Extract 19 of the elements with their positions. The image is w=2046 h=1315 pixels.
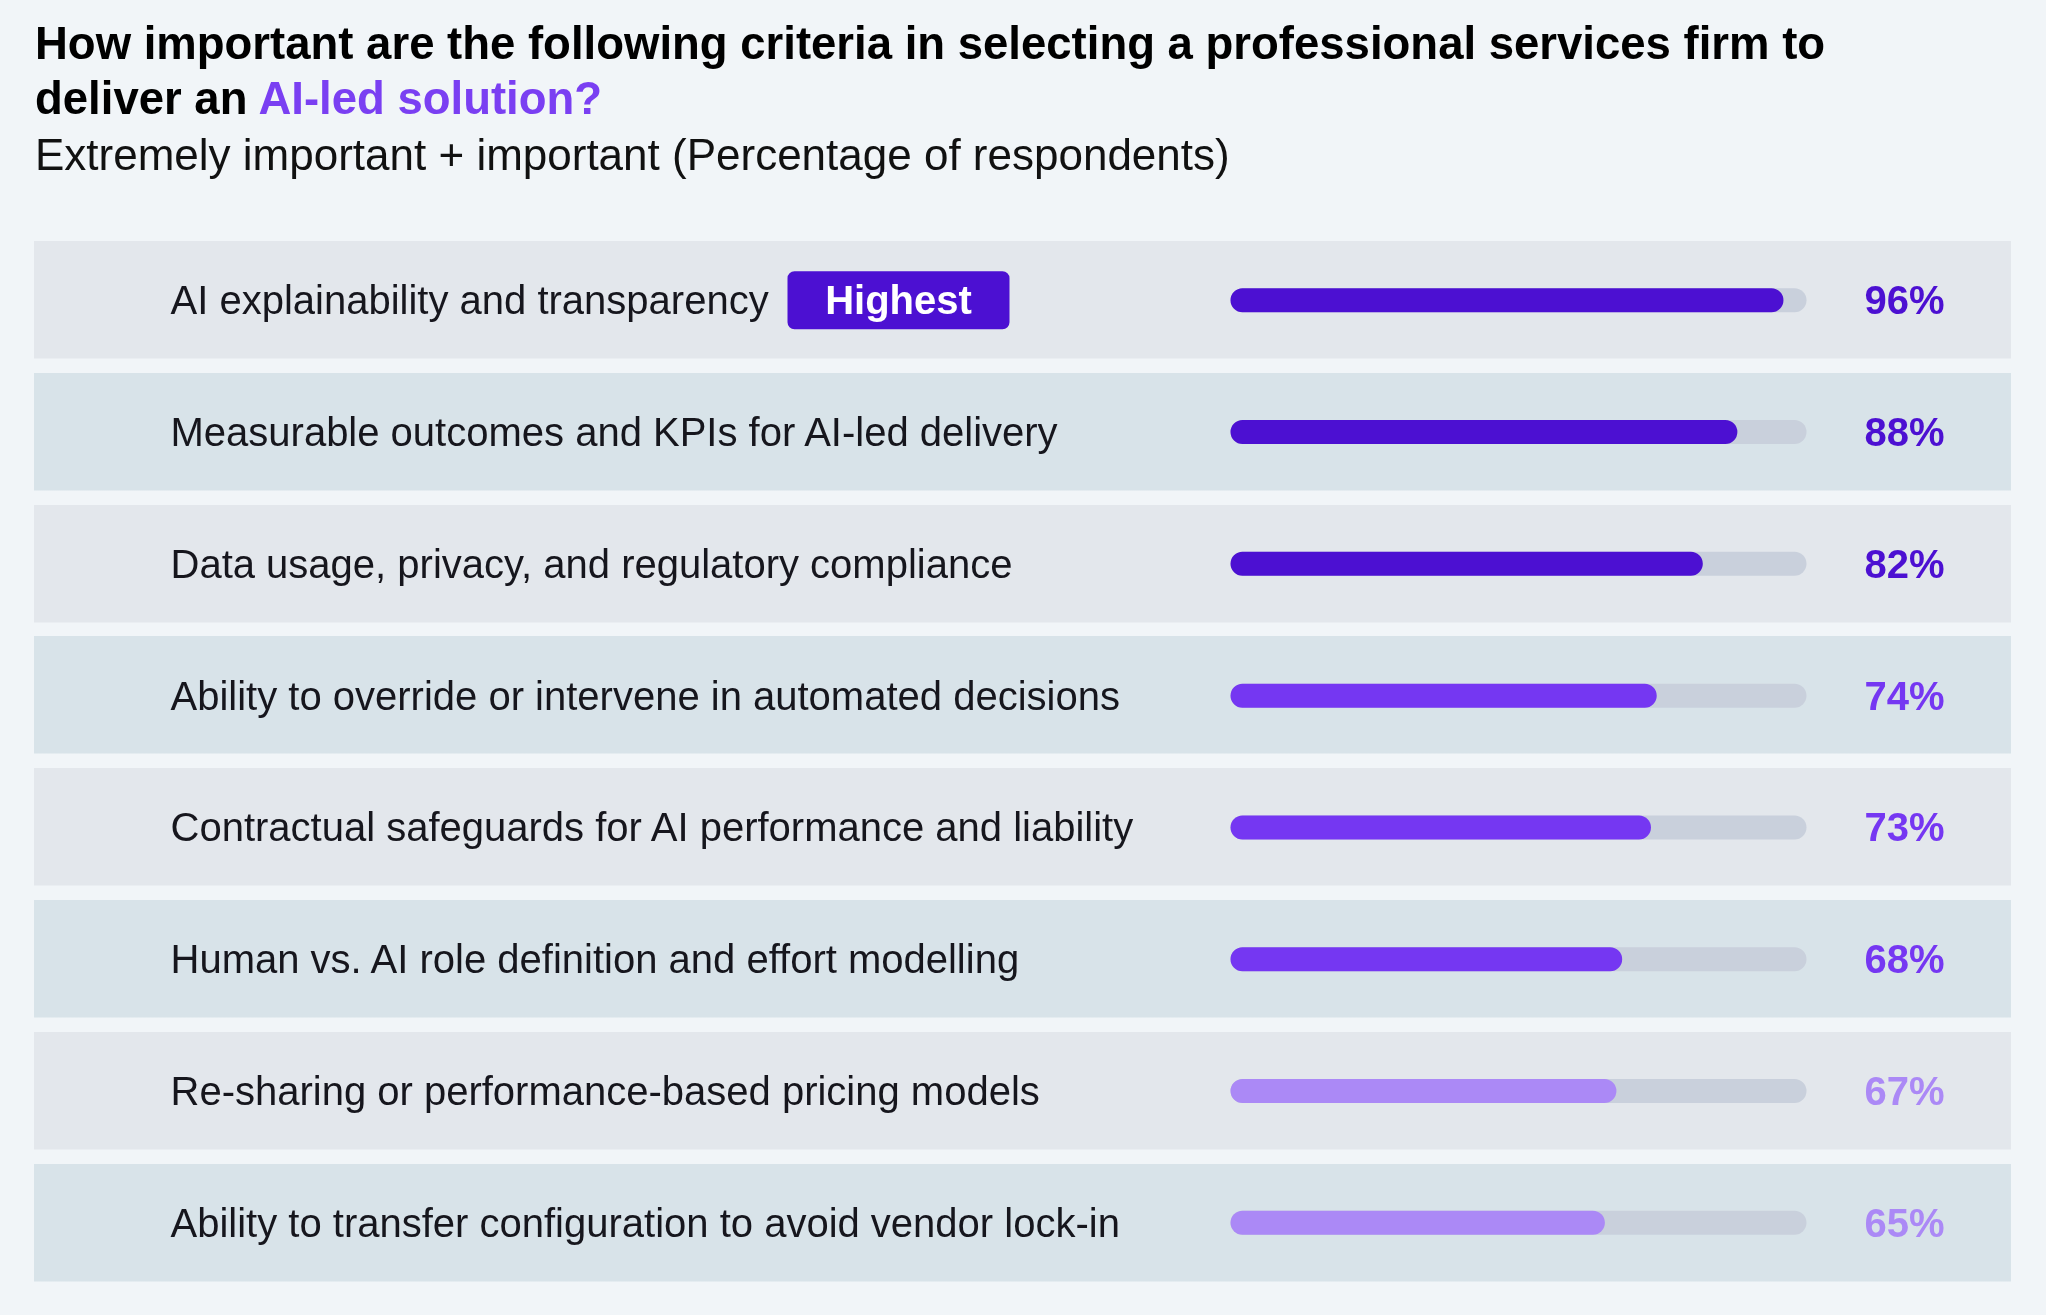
y-tick-label: Ability to override or intervene in automated decisions [170,673,1120,718]
data-label: 88% [1864,410,1945,455]
data-label: 67% [1864,1069,1945,1114]
y-tick-label: AI explainability and transparency [170,278,769,323]
data-label: 96% [1864,278,1945,323]
y-tick-label: Ability to transfer configuration to avoid vendor lock-in [170,1200,1120,1245]
y-tick-label: Measurable outcomes and KPIs for AI-led delivery [170,410,1058,455]
y-tick-label: Re-sharing or performance-based pricing models [170,1069,1040,1114]
y-tick-label: Data usage, privacy, and regulatory compliance [170,541,1013,586]
data-label: 68% [1864,937,1945,982]
data-label: 65% [1864,1200,1945,1245]
y-tick-label: Human vs. AI role definition and effort modelling [170,937,1020,982]
data-label: 73% [1864,805,1945,850]
chart-title: How important are the following criteria in selecting a professional services firm to deliver an AI-led solution? [35,17,1827,126]
text: Highest [825,278,972,323]
text: Extremely important + important (Percentage of respondents) [35,129,1230,181]
data-label: 74% [1864,673,1945,718]
data-label: 82% [1864,541,1945,586]
y-tick-label: Contractual safeguards for AI performance and liability [170,805,1134,850]
